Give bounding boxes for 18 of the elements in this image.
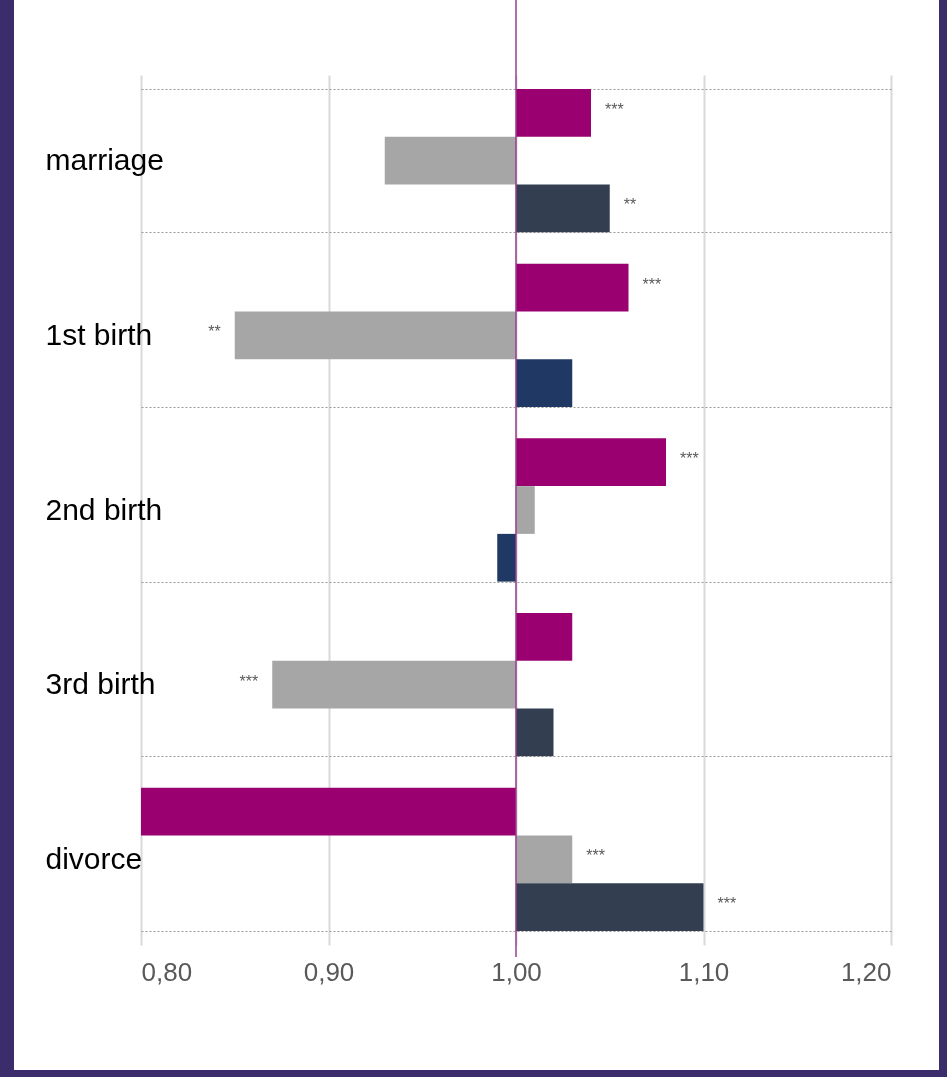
y-tick-label: marriage [45, 143, 164, 177]
data-label: *** [605, 100, 624, 118]
y-tick-label: divorce [45, 841, 143, 875]
y-tick-label: 1st birth [45, 317, 153, 351]
data-label: ** [623, 196, 637, 214]
y-tick-label: 3rd birth [45, 667, 156, 701]
x-tick-label: 1,00 [491, 956, 542, 987]
x-tick-label: 0,80 [141, 956, 193, 987]
data-label: *** [717, 895, 737, 913]
x-tick-label: 0,90 [303, 956, 355, 987]
x-tick-label: 1,20 [840, 956, 892, 987]
y-tick-label: 2nd birth [45, 492, 163, 526]
data-label: *** [642, 275, 662, 293]
x-tick-label: 1,10 [678, 956, 730, 987]
data-label: *** [586, 847, 605, 865]
data-label: ** [208, 323, 221, 341]
data-label: *** [239, 672, 259, 690]
data-label: *** [680, 450, 699, 468]
